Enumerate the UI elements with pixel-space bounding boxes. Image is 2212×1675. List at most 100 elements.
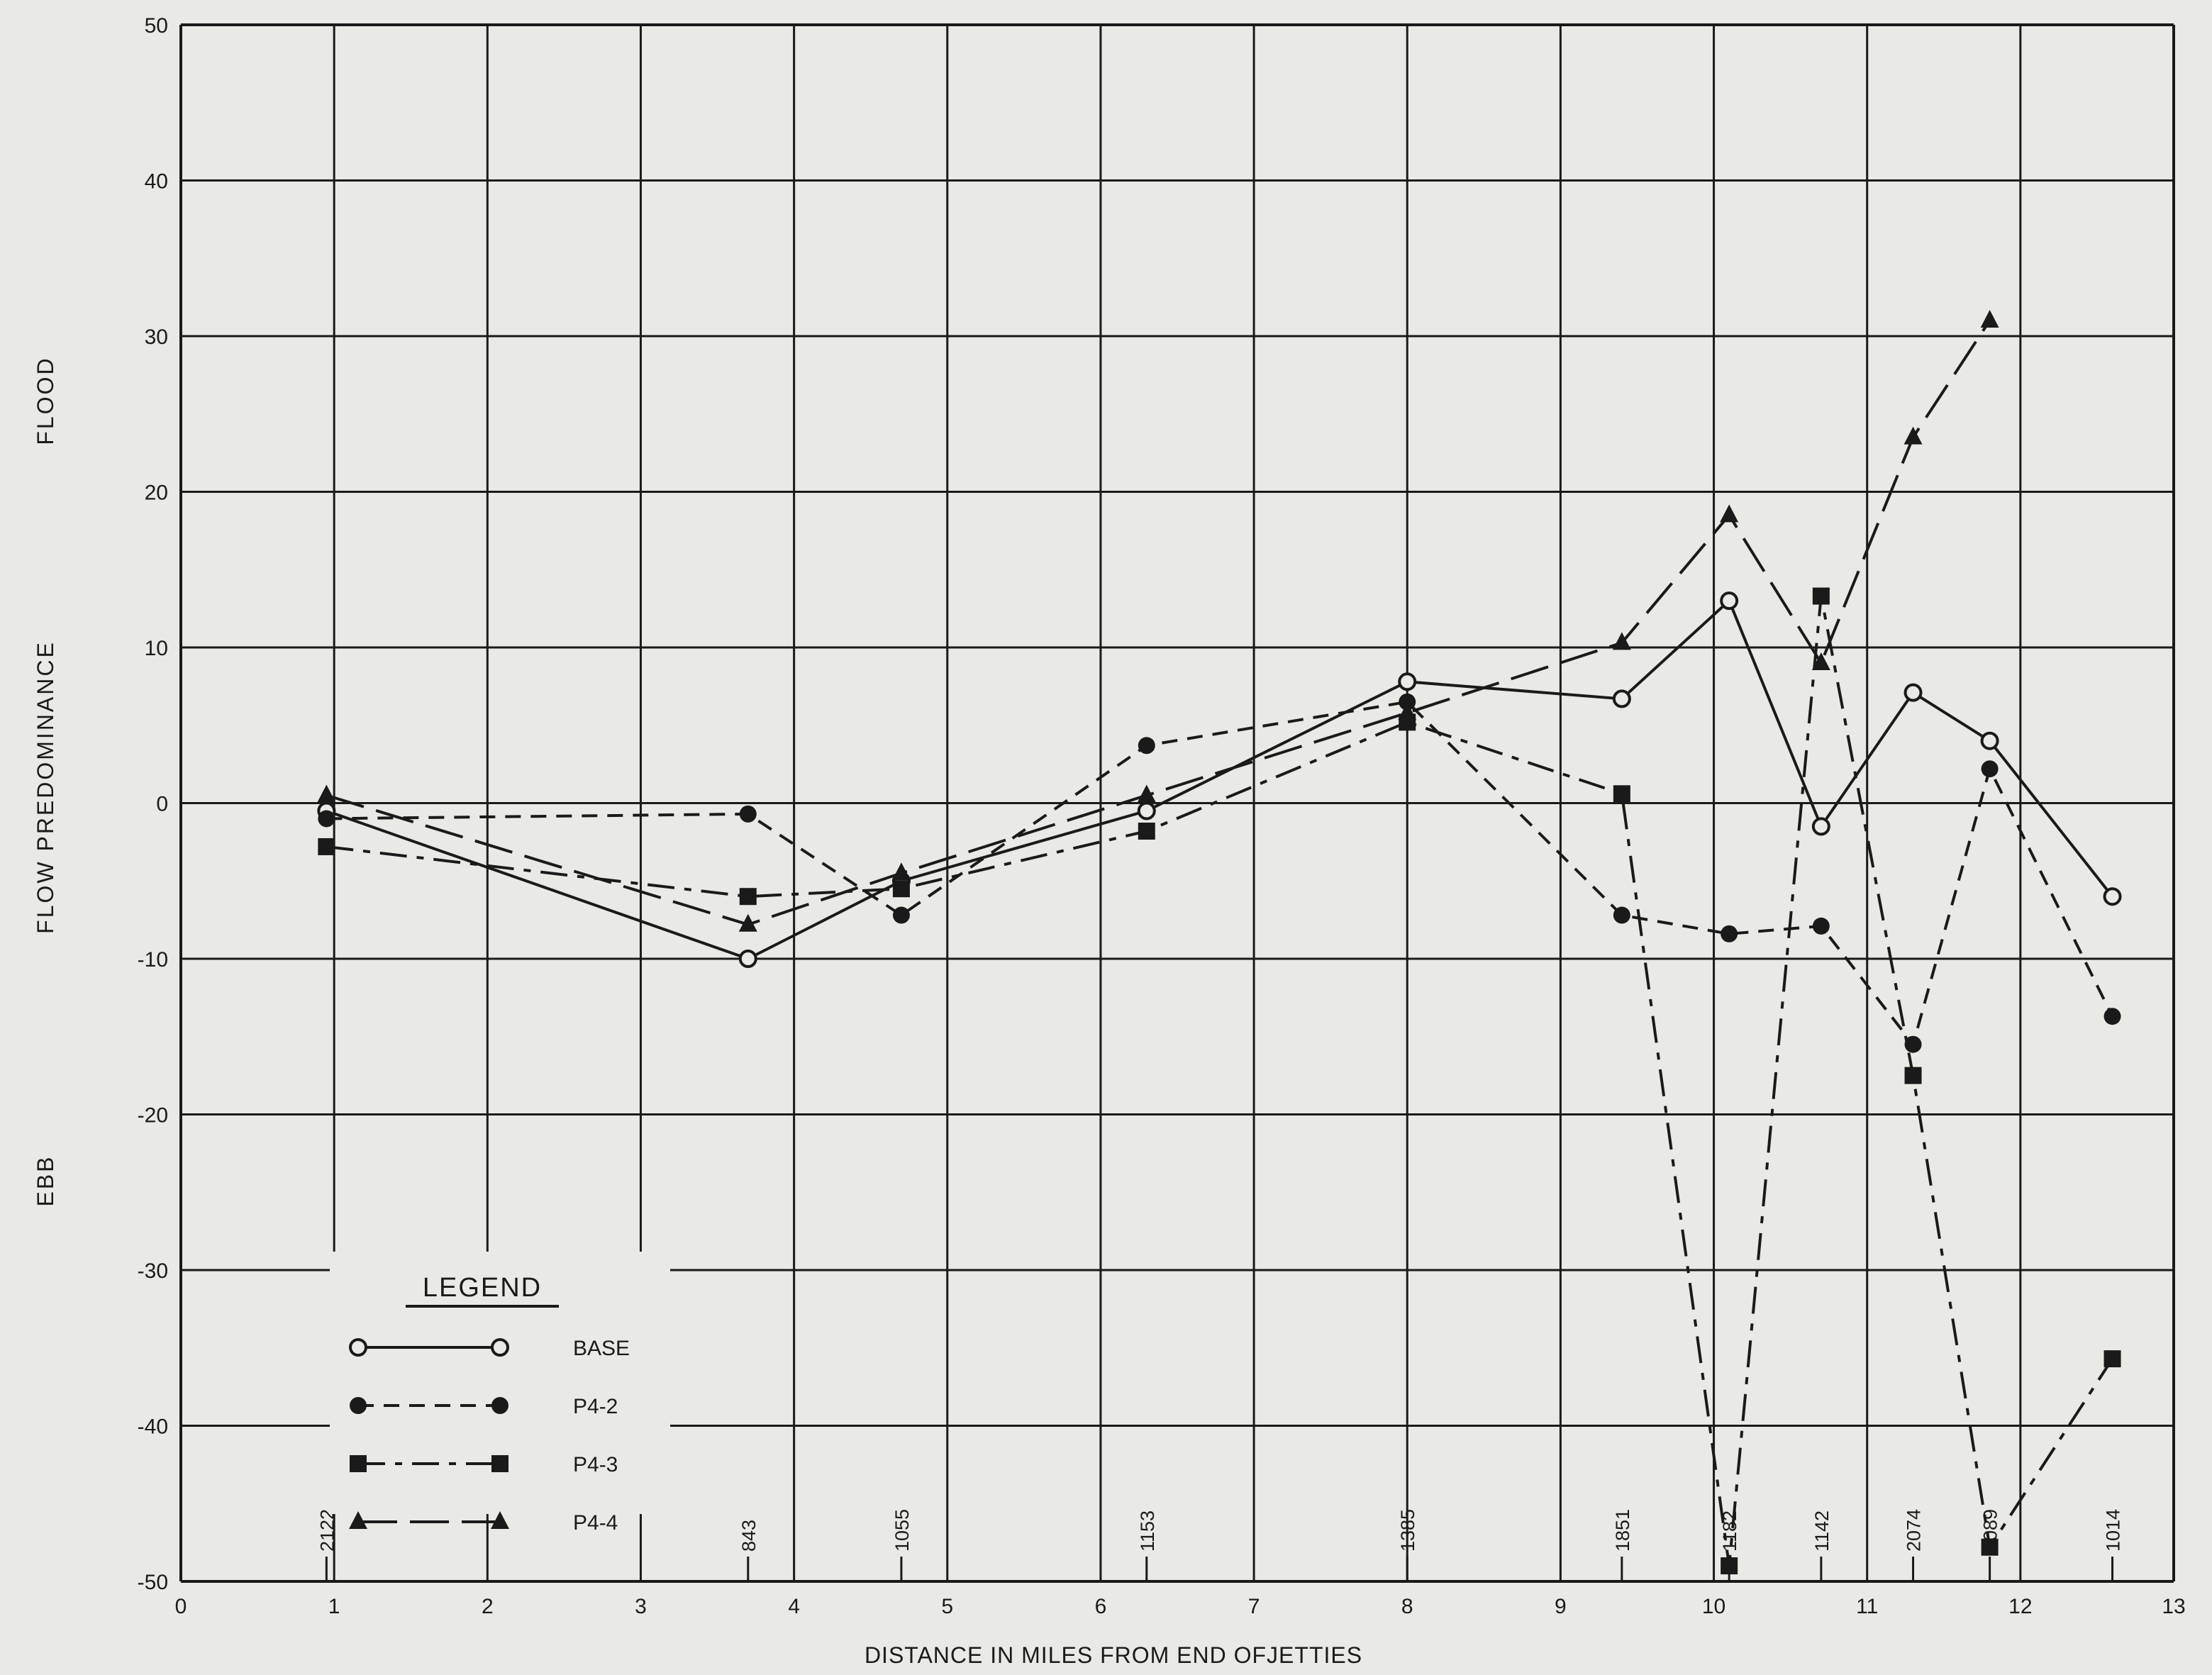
station-label: 1153 xyxy=(1137,1510,1158,1552)
series-lines xyxy=(317,310,2122,1575)
point-marker xyxy=(1138,737,1155,755)
y-tick-label: 10 xyxy=(145,637,168,660)
legend-entries: BASE P4-2 P4-3 P4-4 xyxy=(349,1337,630,1535)
x-tick-label: 6 xyxy=(1095,1595,1107,1618)
point-marker xyxy=(738,950,757,968)
y-axis-label: FLOW PREDOMINANCE xyxy=(33,640,58,934)
station-label: 1142 xyxy=(1811,1510,1833,1552)
y-tick-label: -50 xyxy=(138,1571,168,1594)
point-marker xyxy=(1980,310,1999,328)
point-marker xyxy=(1904,1035,1922,1053)
point-marker xyxy=(1398,672,1417,691)
legend-label: P4-4 xyxy=(573,1511,618,1535)
point-marker xyxy=(1720,591,1739,611)
grid xyxy=(179,23,2175,1583)
point-marker xyxy=(1613,906,1630,924)
x-tick-label: 2 xyxy=(482,1595,494,1618)
point-marker xyxy=(349,1338,367,1357)
y-tick-label: -20 xyxy=(138,1104,168,1128)
point-marker xyxy=(892,906,910,924)
point-marker xyxy=(739,805,757,823)
x-tick-label: 4 xyxy=(788,1595,800,1618)
x-tick-label: 8 xyxy=(1401,1595,1413,1618)
x-tick-label: 7 xyxy=(1248,1595,1260,1618)
point-marker xyxy=(491,1338,509,1357)
point-marker xyxy=(891,862,911,881)
point-marker xyxy=(739,888,757,906)
station-label: 1014 xyxy=(2103,1509,2124,1552)
y-tick-label: 40 xyxy=(145,170,168,194)
axis-tick-labels: 0 1 2 3 4 5 6 7 8 9 10 11 12 13-50-40-30-20-100102030… xyxy=(138,14,2186,1618)
point-marker xyxy=(1137,784,1156,803)
y-tick-label: 0 xyxy=(156,793,168,816)
point-marker xyxy=(1904,1067,1922,1084)
x-tick-label: 12 xyxy=(2008,1595,2032,1618)
point-marker xyxy=(1612,689,1631,708)
y-axis-label-flood: FLOOD xyxy=(33,356,58,445)
point-marker xyxy=(1812,587,1830,605)
point-marker xyxy=(1811,817,1830,836)
y-tick-label: 50 xyxy=(145,14,168,38)
legend-label: P4-3 xyxy=(573,1453,618,1476)
point-marker xyxy=(491,1397,508,1414)
y-tick-label: -10 xyxy=(138,948,168,972)
x-tick-label: 5 xyxy=(941,1595,953,1618)
station-label: 843 xyxy=(738,1520,760,1552)
station-label: 2122 xyxy=(316,1509,338,1552)
legend-label: BASE xyxy=(573,1337,630,1360)
point-marker xyxy=(1138,823,1155,840)
x-tick-label: 11 xyxy=(1856,1595,1878,1618)
point-marker xyxy=(1981,760,1999,778)
y-tick-label: 20 xyxy=(145,482,168,505)
point-marker xyxy=(491,1511,509,1529)
legend-entry-base: BASE xyxy=(349,1337,630,1360)
point-marker xyxy=(350,1455,367,1472)
y-tick-label: 30 xyxy=(145,325,168,349)
station-label: 1055 xyxy=(891,1509,913,1552)
x-tick-label: 13 xyxy=(2162,1595,2185,1618)
x-tick-label: 9 xyxy=(1555,1595,1567,1618)
point-marker xyxy=(1903,683,1923,702)
point-marker xyxy=(1613,785,1630,803)
station-label: 1851 xyxy=(1612,1509,1633,1552)
legend-entry-p4-4: P4-4 xyxy=(349,1511,618,1535)
point-marker xyxy=(738,913,757,932)
point-marker xyxy=(1612,632,1631,650)
point-marker xyxy=(318,810,335,828)
y-tick-label: -30 xyxy=(138,1259,168,1283)
legend-entry-p4-2: P4-2 xyxy=(350,1395,618,1418)
y-axis-label-ebb: EBB xyxy=(33,1154,58,1206)
point-marker xyxy=(350,1397,367,1414)
point-marker xyxy=(491,1455,508,1472)
legend-entry-p4-3: P4-3 xyxy=(350,1453,618,1476)
point-marker xyxy=(349,1511,367,1529)
point-marker xyxy=(1399,693,1416,711)
series-p4-4 xyxy=(317,310,1999,932)
point-marker xyxy=(1981,1538,1999,1556)
point-marker xyxy=(2103,887,2122,906)
legend-title: LEGEND xyxy=(423,1273,542,1303)
point-marker xyxy=(318,838,335,855)
point-marker xyxy=(1721,925,1738,942)
station-label: 2074 xyxy=(1903,1509,1925,1552)
x-tick-label: 3 xyxy=(635,1595,647,1618)
legend-label: P4-2 xyxy=(573,1395,618,1418)
station-labels: 2122 843 1055 1153 1385 1851 1182 1142 2074 2089 1… xyxy=(316,1509,2124,1581)
point-marker xyxy=(2103,1350,2121,1368)
x-axis-label: DISTANCE IN MILES FROM END OFJETTIES xyxy=(865,1642,1362,1668)
station-label: 1385 xyxy=(1397,1509,1418,1552)
point-marker xyxy=(1980,731,1999,750)
point-marker xyxy=(892,880,910,898)
point-marker xyxy=(2103,1008,2121,1025)
y-tick-label: -40 xyxy=(138,1415,168,1439)
series-line xyxy=(326,319,1991,926)
x-tick-label: 1 xyxy=(328,1595,340,1618)
point-marker xyxy=(1811,652,1830,670)
point-marker xyxy=(1720,504,1739,523)
series-p4-2 xyxy=(318,693,2121,1053)
x-tick-label: 0 xyxy=(175,1595,187,1618)
point-marker xyxy=(1812,917,1830,935)
point-marker xyxy=(1398,702,1417,720)
point-marker xyxy=(1721,1557,1738,1575)
